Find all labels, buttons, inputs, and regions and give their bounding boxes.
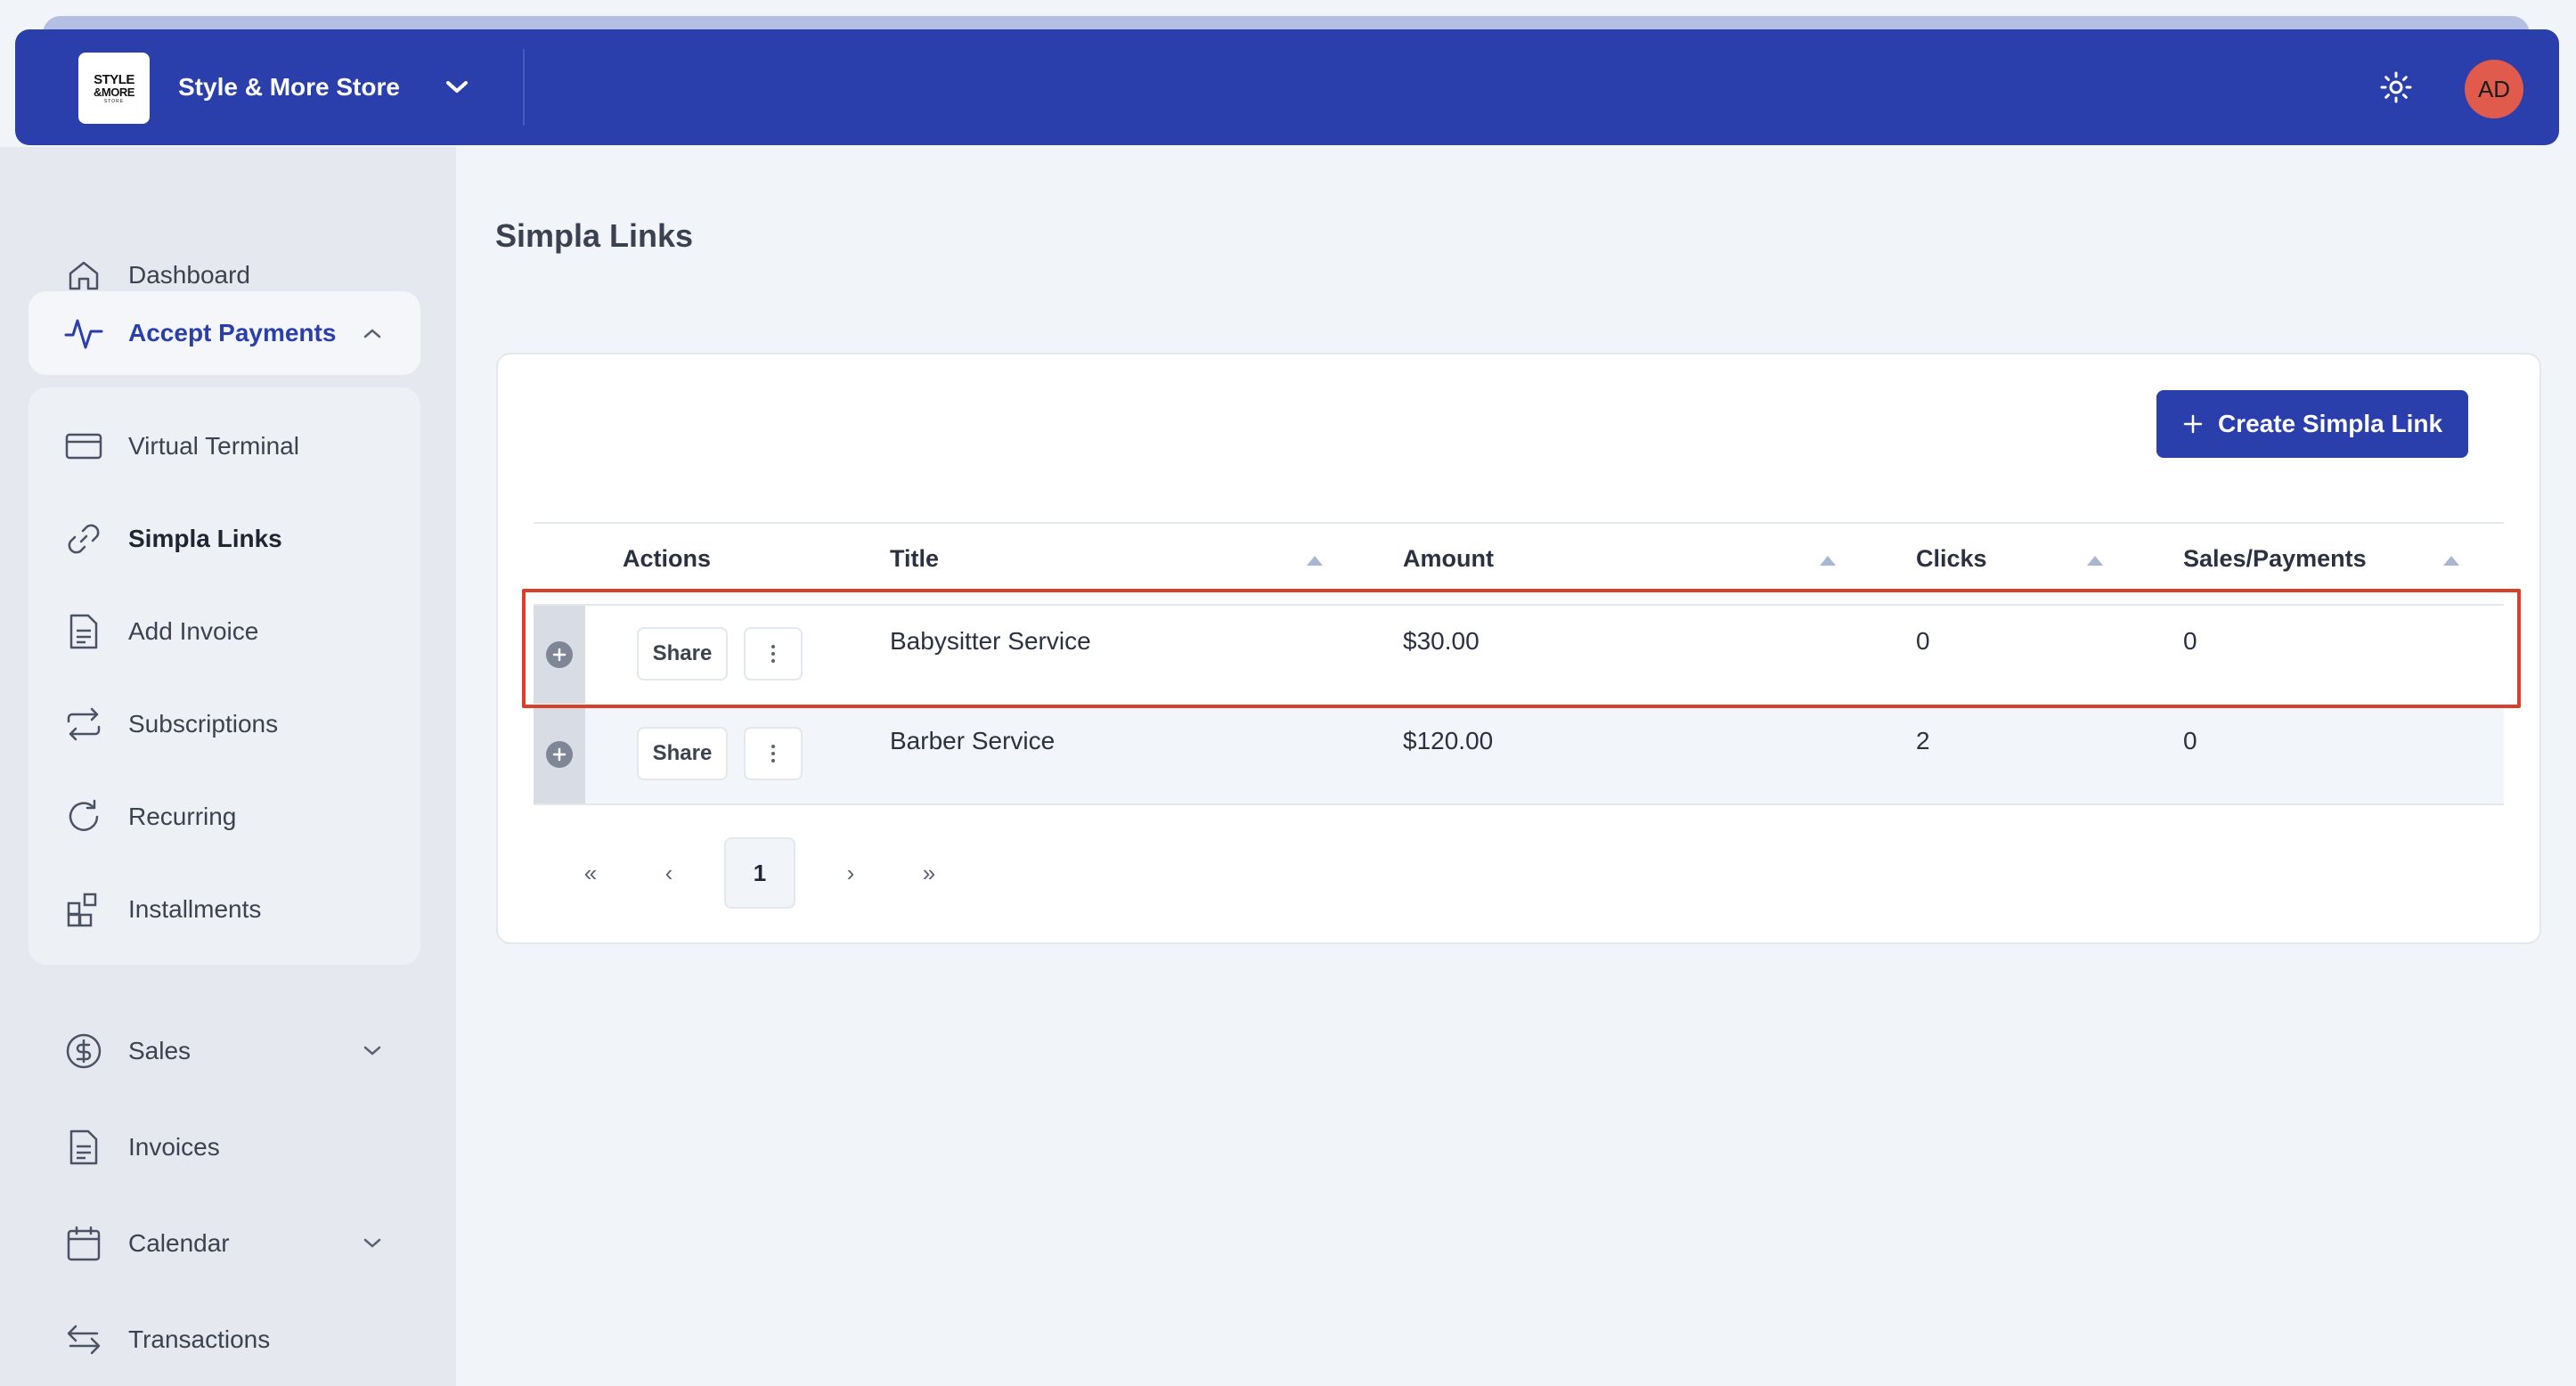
sidebar-item-accept-payments[interactable]: Accept Payments bbox=[29, 291, 420, 375]
sun-icon[interactable] bbox=[2377, 69, 2415, 106]
column-header-sales-payments[interactable]: Sales/Payments bbox=[2183, 545, 2367, 572]
plus-circle-icon[interactable] bbox=[546, 741, 573, 768]
avatar[interactable]: AD bbox=[2465, 60, 2523, 118]
page-number-button[interactable]: 1 bbox=[724, 837, 795, 909]
table-row: Share Babysitter Service $30.00 0 0 bbox=[534, 606, 2504, 704]
activity-icon bbox=[64, 314, 103, 353]
store-switcher-chevron-down-icon[interactable] bbox=[441, 71, 473, 103]
last-page-button[interactable]: » bbox=[893, 837, 965, 909]
top-header: STYLE &MORE STORE Style & More Store AD bbox=[15, 29, 2559, 145]
logo-text-line1: STYLE bbox=[94, 71, 135, 87]
sidebar-item-label: Accept Payments bbox=[128, 319, 337, 346]
sidebar-item-label: Add Invoice bbox=[128, 617, 259, 645]
row-expander[interactable] bbox=[534, 705, 585, 803]
previous-page-button[interactable]: ‹ bbox=[633, 837, 705, 909]
sidebar: Dashboard Accept Payments Virtual Termin… bbox=[0, 147, 456, 1386]
row-divider bbox=[534, 604, 2504, 606]
sidebar-item-sales[interactable]: Sales bbox=[29, 1015, 420, 1088]
column-header-actions: Actions bbox=[623, 545, 712, 572]
logo-text-line3: STORE bbox=[103, 98, 125, 104]
sidebar-item-installments[interactable]: Installments bbox=[29, 874, 420, 945]
sidebar-item-add-invoice[interactable]: Add Invoice bbox=[29, 596, 420, 667]
cell-sales: 0 bbox=[2183, 727, 2197, 754]
column-header-title[interactable]: Title bbox=[890, 545, 940, 572]
sidebar-item-label: Sales bbox=[128, 1037, 192, 1064]
sidebar-item-label: Virtual Terminal bbox=[128, 432, 299, 460]
cell-amount: $120.00 bbox=[1403, 727, 1494, 754]
sidebar-item-label: Subscriptions bbox=[128, 710, 279, 738]
repeat-icon bbox=[64, 705, 103, 744]
chevron-down-icon bbox=[362, 1233, 383, 1254]
store-logo[interactable]: STYLE &MORE STORE bbox=[78, 53, 150, 124]
sidebar-item-label: Calendar bbox=[128, 1229, 230, 1257]
more-vertical-icon[interactable] bbox=[744, 627, 803, 681]
sidebar-item-virtual-terminal[interactable]: Virtual Terminal bbox=[29, 411, 420, 482]
share-button[interactable]: Share bbox=[637, 627, 728, 681]
first-page-button[interactable]: « bbox=[555, 837, 626, 909]
credit-card-icon bbox=[64, 427, 103, 466]
home-icon bbox=[64, 256, 103, 295]
sidebar-item-transactions[interactable]: Transactions bbox=[29, 1303, 420, 1376]
cell-amount: $30.00 bbox=[1403, 627, 1480, 655]
create-simpla-link-button[interactable]: Create Simpla Link bbox=[2156, 390, 2468, 458]
document-icon bbox=[64, 1128, 103, 1167]
cell-sales: 0 bbox=[2183, 627, 2197, 655]
sort-amount-icon[interactable] bbox=[1820, 556, 1836, 566]
chevron-up-icon bbox=[362, 322, 383, 344]
simpla-links-card: Create Simpla Link Actions Title Amount … bbox=[496, 353, 2541, 944]
sidebar-item-simpla-links[interactable]: Simpla Links bbox=[29, 503, 420, 575]
sidebar-item-label: Simpla Links bbox=[128, 525, 282, 552]
document-icon bbox=[64, 612, 103, 651]
sort-clicks-icon[interactable] bbox=[2087, 556, 2103, 566]
sidebar-item-label: Invoices bbox=[128, 1133, 220, 1161]
table-divider bbox=[534, 522, 2504, 524]
cell-title: Barber Service bbox=[890, 727, 1056, 754]
more-vertical-icon[interactable] bbox=[744, 727, 803, 780]
cell-title: Babysitter Service bbox=[890, 627, 1091, 655]
create-simpla-link-label: Create Simpla Link bbox=[2217, 410, 2443, 437]
page-title: Simpla Links bbox=[495, 217, 694, 254]
dollar-circle-icon bbox=[64, 1031, 103, 1071]
row-divider bbox=[534, 803, 2504, 805]
store-name[interactable]: Style & More Store bbox=[178, 73, 400, 101]
sidebar-item-label: Dashboard bbox=[128, 261, 250, 289]
plus-icon bbox=[2183, 414, 2203, 434]
sort-title-icon[interactable] bbox=[1307, 556, 1323, 566]
column-header-amount[interactable]: Amount bbox=[1403, 545, 1494, 572]
sort-sales-icon[interactable] bbox=[2443, 556, 2459, 566]
cell-clicks: 0 bbox=[1916, 627, 1930, 655]
plus-circle-icon[interactable] bbox=[546, 641, 573, 668]
sidebar-item-dashboard[interactable]: Dashboard bbox=[29, 239, 420, 312]
sidebar-item-recurring[interactable]: Recurring bbox=[29, 781, 420, 852]
share-button[interactable]: Share bbox=[637, 727, 728, 780]
sidebar-item-label: Recurring bbox=[128, 803, 237, 830]
sidebar-item-label: Installments bbox=[128, 895, 262, 923]
sidebar-item-calendar[interactable]: Calendar bbox=[29, 1207, 420, 1280]
sidebar-item-subscriptions[interactable]: Subscriptions bbox=[29, 689, 420, 760]
calendar-icon bbox=[64, 1224, 103, 1263]
link-icon bbox=[64, 519, 103, 558]
accept-payments-submenu: Virtual Terminal Simpla Links Add Invoic… bbox=[29, 387, 420, 965]
sidebar-item-label: Transactions bbox=[128, 1325, 271, 1353]
cell-clicks: 2 bbox=[1916, 727, 1930, 754]
chevron-down-icon bbox=[362, 1040, 383, 1062]
column-header-clicks[interactable]: Clicks bbox=[1916, 545, 1987, 572]
header-divider bbox=[523, 49, 525, 126]
next-page-button[interactable]: › bbox=[815, 837, 886, 909]
table-row: Share Barber Service $120.00 2 0 bbox=[534, 705, 2504, 803]
row-expander[interactable] bbox=[534, 606, 585, 704]
sidebar-item-invoices[interactable]: Invoices bbox=[29, 1111, 420, 1184]
logo-text-line2: &MORE bbox=[94, 85, 135, 99]
refresh-icon bbox=[64, 797, 103, 836]
transfer-arrows-icon bbox=[64, 1320, 103, 1359]
apps-add-icon bbox=[64, 890, 103, 929]
